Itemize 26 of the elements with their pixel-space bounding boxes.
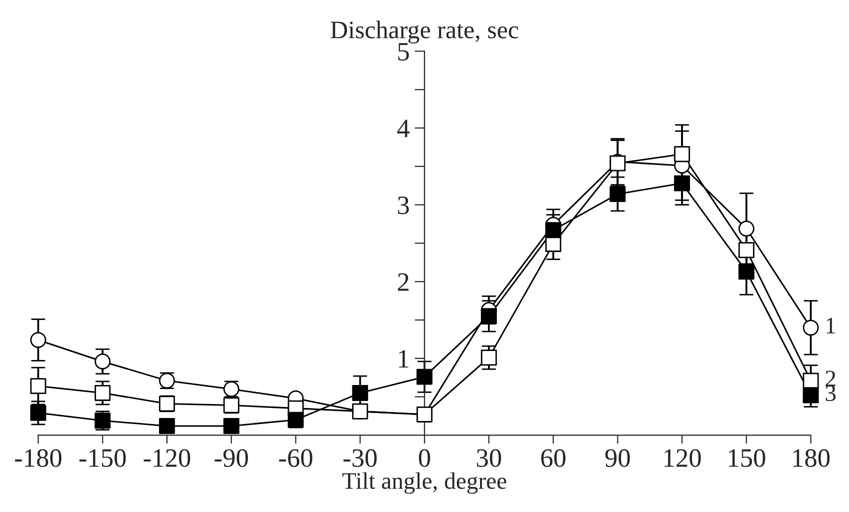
y-tick-label: 5 bbox=[398, 43, 409, 61]
x-tick-label: 60 bbox=[541, 449, 566, 467]
x-tick-label: 30 bbox=[476, 449, 502, 467]
x-tick-label: -120 bbox=[144, 449, 190, 467]
y-tick-label: 2 bbox=[398, 273, 408, 291]
x-tick-label: -150 bbox=[79, 449, 126, 467]
y-tick-label: 4 bbox=[397, 120, 410, 138]
point bbox=[674, 146, 690, 162]
x-tick-label: -180 bbox=[15, 449, 62, 467]
point bbox=[674, 175, 690, 192]
x-tick-label: -90 bbox=[214, 449, 248, 467]
series-label: 1 bbox=[826, 318, 836, 334]
x-tick-label: 0 bbox=[418, 449, 430, 467]
y-tick-label: 3 bbox=[398, 196, 409, 214]
point bbox=[416, 406, 432, 422]
x-tick-label: 150 bbox=[728, 449, 766, 467]
x-tick-label: 90 bbox=[605, 449, 630, 467]
point bbox=[158, 418, 175, 434]
x-tick-label: 120 bbox=[664, 449, 701, 467]
x-tick-label: -30 bbox=[344, 449, 377, 467]
x-tick-label: 180 bbox=[793, 449, 830, 467]
y-tick-label: 1 bbox=[399, 350, 408, 368]
y-axis-title: Discharge rate, sec bbox=[330, 20, 518, 44]
x-tick-label: -60 bbox=[279, 449, 312, 467]
point bbox=[223, 418, 240, 434]
x-axis-title: Tilt angle, degree bbox=[342, 472, 506, 494]
